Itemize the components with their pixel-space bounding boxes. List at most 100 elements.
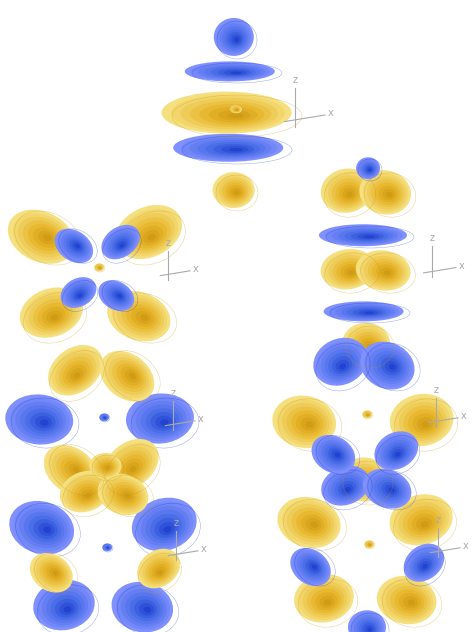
- Ellipse shape: [70, 286, 88, 302]
- Ellipse shape: [332, 356, 352, 374]
- Ellipse shape: [224, 70, 246, 75]
- Ellipse shape: [341, 484, 354, 494]
- Ellipse shape: [236, 109, 237, 111]
- Ellipse shape: [404, 544, 444, 581]
- Ellipse shape: [377, 479, 401, 499]
- Ellipse shape: [150, 514, 182, 540]
- Ellipse shape: [171, 95, 285, 131]
- Ellipse shape: [293, 550, 329, 584]
- Ellipse shape: [138, 226, 163, 246]
- Ellipse shape: [109, 288, 127, 303]
- Ellipse shape: [306, 518, 321, 531]
- Ellipse shape: [162, 92, 292, 133]
- Ellipse shape: [130, 596, 161, 621]
- Ellipse shape: [121, 301, 161, 332]
- Ellipse shape: [292, 507, 331, 539]
- Ellipse shape: [107, 547, 109, 549]
- Ellipse shape: [136, 311, 151, 324]
- Ellipse shape: [65, 282, 92, 305]
- Ellipse shape: [332, 258, 367, 283]
- Ellipse shape: [144, 607, 151, 613]
- Ellipse shape: [217, 21, 252, 54]
- Ellipse shape: [286, 406, 326, 439]
- Ellipse shape: [408, 410, 440, 435]
- Ellipse shape: [234, 107, 239, 112]
- Ellipse shape: [97, 265, 102, 270]
- Ellipse shape: [225, 183, 246, 200]
- Ellipse shape: [417, 417, 433, 430]
- Ellipse shape: [230, 71, 242, 74]
- Ellipse shape: [371, 179, 403, 207]
- Ellipse shape: [73, 372, 80, 379]
- Ellipse shape: [385, 485, 397, 495]
- Ellipse shape: [104, 545, 110, 550]
- Ellipse shape: [15, 401, 66, 439]
- Ellipse shape: [137, 549, 180, 588]
- Ellipse shape: [364, 540, 374, 549]
- Ellipse shape: [36, 558, 69, 588]
- Ellipse shape: [365, 413, 370, 416]
- Ellipse shape: [321, 249, 375, 289]
- Ellipse shape: [233, 107, 240, 112]
- Ellipse shape: [98, 266, 101, 269]
- Ellipse shape: [351, 232, 384, 240]
- Ellipse shape: [235, 109, 238, 111]
- Ellipse shape: [104, 354, 152, 398]
- Ellipse shape: [143, 230, 160, 243]
- Ellipse shape: [315, 437, 353, 471]
- Ellipse shape: [368, 168, 371, 171]
- Ellipse shape: [66, 238, 85, 255]
- Ellipse shape: [357, 234, 379, 240]
- Ellipse shape: [356, 335, 380, 356]
- Ellipse shape: [129, 466, 136, 473]
- Ellipse shape: [368, 258, 402, 284]
- Ellipse shape: [222, 180, 248, 202]
- Ellipse shape: [398, 502, 446, 540]
- Text: z: z: [436, 515, 440, 525]
- Ellipse shape: [337, 261, 364, 281]
- Ellipse shape: [204, 66, 261, 78]
- Ellipse shape: [44, 445, 98, 495]
- Ellipse shape: [332, 178, 364, 206]
- Ellipse shape: [231, 35, 241, 44]
- Ellipse shape: [105, 545, 110, 550]
- Ellipse shape: [296, 553, 327, 581]
- Ellipse shape: [101, 415, 108, 420]
- Ellipse shape: [228, 32, 243, 46]
- Ellipse shape: [342, 323, 390, 365]
- Ellipse shape: [356, 617, 380, 632]
- Ellipse shape: [416, 518, 432, 530]
- Ellipse shape: [131, 397, 190, 441]
- Ellipse shape: [112, 360, 146, 392]
- Ellipse shape: [377, 355, 404, 379]
- Ellipse shape: [222, 26, 247, 50]
- Ellipse shape: [336, 182, 361, 204]
- Ellipse shape: [301, 418, 317, 431]
- Ellipse shape: [116, 585, 170, 629]
- Ellipse shape: [226, 29, 246, 48]
- Ellipse shape: [364, 235, 374, 238]
- Ellipse shape: [357, 473, 376, 490]
- Ellipse shape: [125, 592, 164, 624]
- Text: z: z: [434, 385, 438, 395]
- Ellipse shape: [20, 405, 63, 437]
- Ellipse shape: [101, 463, 113, 472]
- Ellipse shape: [104, 417, 106, 418]
- Ellipse shape: [372, 262, 399, 282]
- Ellipse shape: [362, 623, 376, 632]
- Ellipse shape: [219, 23, 250, 52]
- Ellipse shape: [381, 482, 399, 497]
- Ellipse shape: [362, 410, 372, 418]
- Ellipse shape: [117, 298, 164, 336]
- Text: x: x: [328, 108, 334, 118]
- Ellipse shape: [347, 307, 387, 317]
- Ellipse shape: [104, 545, 111, 550]
- Ellipse shape: [57, 231, 91, 261]
- Ellipse shape: [319, 596, 335, 608]
- Ellipse shape: [112, 236, 131, 253]
- Ellipse shape: [78, 294, 82, 298]
- Ellipse shape: [48, 448, 96, 492]
- Ellipse shape: [66, 365, 87, 384]
- Ellipse shape: [103, 465, 111, 471]
- Ellipse shape: [321, 345, 362, 381]
